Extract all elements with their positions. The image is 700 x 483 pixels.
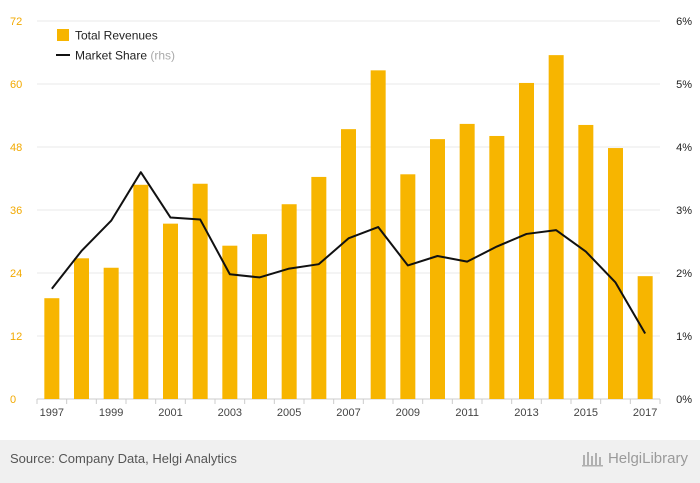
y-right-tick-label: 0%: [676, 394, 692, 406]
revenue-bar: [193, 184, 208, 399]
x-tick-label: 2003: [218, 407, 242, 419]
revenue-bar: [282, 204, 297, 399]
y-right-tick-label: 2%: [676, 268, 692, 280]
legend-label-revenues: Total Revenues: [75, 29, 158, 43]
revenue-bar: [104, 268, 119, 399]
revenue-bar: [222, 246, 237, 399]
revenue-bar: [163, 224, 178, 399]
y-right-tick-label: 4%: [676, 142, 692, 154]
y-right-tick-label: 1%: [676, 331, 692, 343]
x-tick-label: 1999: [99, 407, 123, 419]
x-tick-label: 2011: [455, 407, 479, 419]
revenue-bar: [133, 185, 148, 399]
x-tick-label: 2015: [574, 407, 598, 419]
legend-swatch-revenues: [57, 29, 69, 41]
revenue-bar: [608, 148, 623, 399]
y-right-tick-label: 5%: [676, 79, 692, 91]
y-left-tick-label: 60: [10, 79, 22, 91]
revenue-bar: [549, 55, 564, 399]
y-right-tick-label: 6%: [676, 16, 692, 28]
y-left-tick-label: 24: [10, 268, 22, 280]
revenue-bar: [400, 174, 415, 399]
x-tick-label: 1997: [40, 407, 64, 419]
revenue-bar: [44, 298, 59, 399]
y-right-tick-label: 3%: [676, 205, 692, 217]
combo-chart: 0 0% 12 1% 24 2% 36 3% 48 4% 60 5% 72 6% 1997 1999 2001 2…: [0, 0, 700, 440]
y-left-tick-label: 36: [10, 205, 22, 217]
revenue-bar: [489, 136, 504, 399]
y-left-tick-label: 0: [10, 394, 16, 406]
x-tick-label: 2007: [336, 407, 360, 419]
x-tick-label: 2005: [277, 407, 301, 419]
y-left-tick-label: 12: [10, 331, 22, 343]
revenue-bar: [74, 258, 89, 399]
library-icon: [582, 449, 604, 467]
brand-name: HelgiLibrary: [608, 450, 688, 467]
y-left-tick-label: 72: [10, 16, 22, 28]
revenue-bar: [578, 125, 593, 399]
y-left-tick-label: 48: [10, 142, 22, 154]
revenue-bar: [341, 129, 356, 399]
footer: Source: Company Data, Helgi Analytics He…: [0, 440, 700, 483]
brand-logo: HelgiLibrary: [582, 449, 688, 467]
revenue-bar: [311, 177, 326, 399]
revenue-bar: [252, 234, 267, 399]
revenue-bar: [430, 139, 445, 399]
x-tick-label: 2017: [633, 407, 657, 419]
x-tick-label: 2001: [158, 407, 182, 419]
chart-area: 0 0% 12 1% 24 2% 36 3% 48 4% 60 5% 72 6% 1997 1999 2001 2…: [0, 0, 700, 483]
legend-label-market-share: Market Share (rhs): [75, 49, 175, 63]
x-tick-label: 2013: [514, 407, 538, 419]
legend-rhs-note: (rhs): [150, 49, 175, 63]
revenue-bar: [519, 83, 534, 399]
source-note: Source: Company Data, Helgi Analytics: [10, 451, 237, 466]
x-tick-label: 2009: [396, 407, 420, 419]
revenue-bar: [638, 276, 653, 399]
